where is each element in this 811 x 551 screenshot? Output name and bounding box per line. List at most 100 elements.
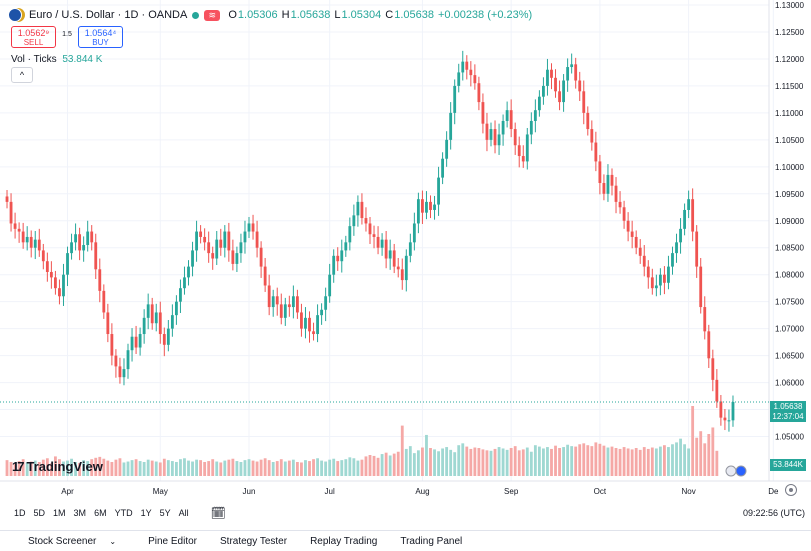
tradingview-logo[interactable]: 17 TradingView — [12, 459, 103, 474]
candle-body — [679, 228, 682, 243]
candle-body — [380, 239, 384, 248]
volume-bar — [170, 461, 174, 476]
candle-body — [275, 296, 279, 305]
volume-bar — [388, 455, 392, 476]
candle-body — [348, 226, 352, 243]
volume-bar — [86, 461, 90, 476]
candle-body — [618, 201, 622, 208]
close-value: 1.05638 — [394, 9, 434, 21]
timeframe-1m[interactable]: 1M — [53, 508, 66, 518]
candle-body — [408, 242, 412, 256]
candle-body — [211, 253, 215, 259]
volume-bar — [58, 459, 61, 476]
candle-body — [634, 236, 638, 248]
candle-body — [707, 331, 711, 359]
volume-bar — [509, 448, 513, 476]
volume-bar — [54, 456, 57, 476]
candle-body — [126, 350, 130, 370]
timeframe-all[interactable]: All — [178, 508, 189, 518]
tab-pine-editor[interactable]: Pine Editor — [148, 535, 197, 547]
price-tick-label: 1.12500 — [775, 28, 804, 37]
timeframe-6m[interactable]: 6M — [94, 508, 107, 518]
volume-label: Vol · Ticks — [11, 54, 57, 65]
utc-clock[interactable]: 09:22:56 (UTC) — [742, 508, 805, 518]
candle-body — [404, 255, 408, 281]
last-price-tag: 1.05638 — [770, 401, 806, 412]
candle-body — [441, 158, 445, 178]
timeframe-ytd[interactable]: YTD — [114, 508, 133, 518]
timeframe-3m[interactable]: 3M — [73, 508, 87, 518]
candle-body — [457, 72, 461, 86]
tab-stock-screener[interactable]: Stock Screener ⌄ — [14, 536, 125, 547]
flag-event-icon[interactable] — [725, 465, 737, 477]
candle-body — [542, 85, 545, 97]
volume-bar — [352, 458, 356, 476]
volume-bar — [711, 427, 715, 476]
indicator-icon[interactable]: ≋ — [204, 9, 221, 21]
candle-body — [570, 64, 574, 68]
timeframe-5d[interactable]: 5D — [33, 508, 46, 518]
time-axis[interactable]: Apr May Jun Jul Aug Sep Oct Nov De — [61, 487, 779, 496]
volume-bar — [130, 460, 134, 476]
candle-body — [421, 199, 424, 213]
volume-bar — [110, 462, 114, 476]
candle-body — [122, 369, 126, 378]
candle-body — [316, 315, 319, 335]
volume-bar — [465, 446, 469, 476]
candle-body — [98, 269, 102, 291]
tab-replay-trading[interactable]: Replay Trading — [310, 535, 378, 547]
eu-event-icon[interactable] — [735, 465, 747, 477]
candle-body — [29, 236, 33, 248]
volume-bar — [671, 444, 674, 476]
candle-body — [118, 366, 122, 378]
timeframe-1y[interactable]: 1Y — [140, 508, 152, 518]
candle-body — [731, 401, 735, 421]
time-tick-label: Apr — [61, 487, 74, 496]
candle-body — [614, 185, 618, 202]
symbol-title[interactable]: Euro / U.S. Dollar · 1D · OANDA — [29, 9, 188, 21]
volume-bar — [533, 445, 537, 476]
volume-bar — [191, 461, 194, 476]
collapse-legend-button[interactable]: ^ — [11, 67, 33, 83]
price-axis[interactable]: 1.13000 1.12500 1.12000 1.11500 1.11000 1.105… — [775, 1, 804, 442]
volume-legend[interactable]: Vol · Ticks 53.844 K — [11, 54, 102, 65]
candle-body — [170, 315, 174, 329]
candle-body — [683, 209, 686, 229]
volume-bar — [554, 445, 557, 476]
volume-bar — [267, 460, 271, 476]
candle-body — [17, 228, 21, 232]
volume-bar — [227, 459, 231, 476]
time-tick-label: Jul — [325, 487, 335, 496]
buy-button[interactable]: 1.0564⁴ BUY — [78, 26, 123, 48]
volume-bar — [691, 406, 695, 476]
tab-trading-panel[interactable]: Trading Panel — [400, 535, 463, 547]
volume-bar — [5, 460, 9, 476]
price-tick-label: 1.10500 — [775, 136, 804, 145]
timeframe-1d[interactable]: 1D — [14, 508, 26, 518]
candle-body — [195, 231, 198, 251]
candle-body — [300, 312, 303, 329]
calendar-icon[interactable]: 🗓 — [210, 506, 226, 520]
tab-strategy-tester[interactable]: Strategy Tester — [220, 535, 288, 547]
timeframe-5y[interactable]: 5Y — [159, 508, 171, 518]
volume-bar — [312, 459, 315, 476]
candle-body — [461, 61, 465, 73]
candle-body — [646, 266, 650, 278]
candle-body — [344, 242, 348, 251]
candle-body — [691, 199, 695, 232]
volume-bar — [437, 451, 440, 476]
high-label: H — [281, 9, 290, 21]
candle-body — [9, 201, 13, 224]
volume-bar — [582, 443, 586, 476]
sell-button[interactable]: 1.0562⁹ SELL — [11, 26, 56, 48]
volume-bar — [360, 459, 364, 476]
candle-body — [54, 277, 57, 289]
time-axis-settings-icon[interactable] — [785, 484, 797, 496]
event-icons[interactable] — [725, 465, 747, 477]
candle-body — [90, 231, 94, 243]
candle-body — [41, 250, 45, 262]
volume-bar — [41, 459, 45, 476]
candle-body — [558, 91, 561, 103]
candle-body — [174, 301, 178, 316]
